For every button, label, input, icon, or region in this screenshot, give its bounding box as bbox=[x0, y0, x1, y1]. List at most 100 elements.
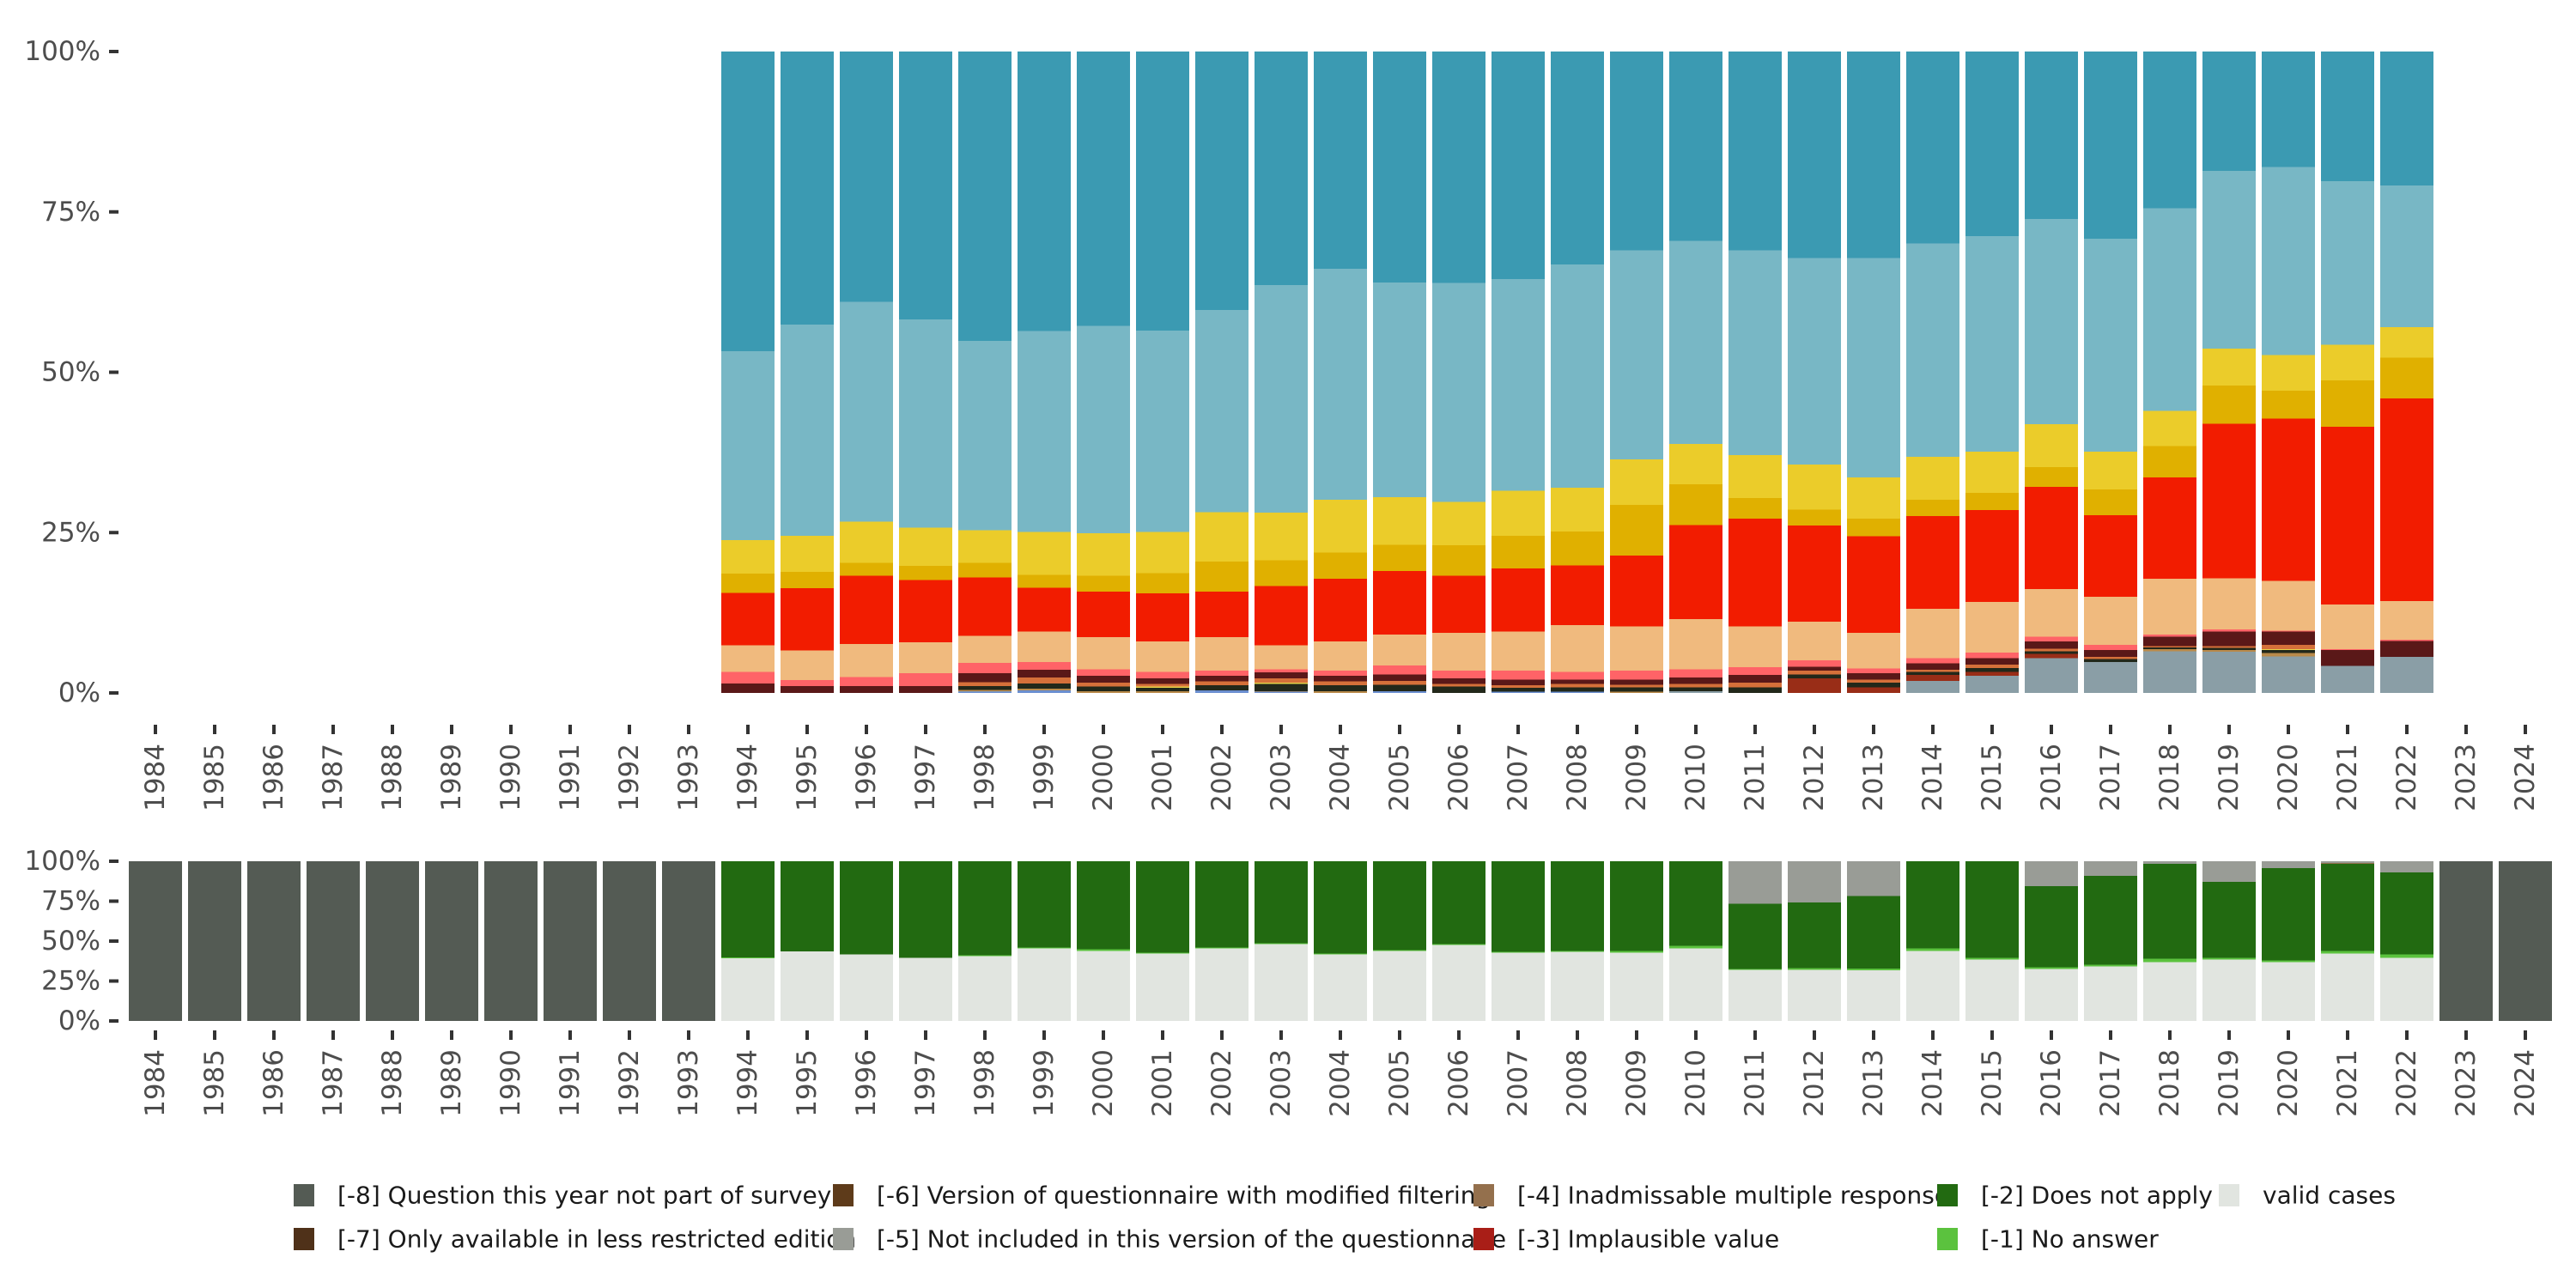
bar-2013 bbox=[1847, 52, 1900, 693]
x-tick-label: 1988 bbox=[377, 744, 408, 811]
bar-segment-orange bbox=[1906, 670, 1959, 672]
bar-2020 bbox=[2262, 861, 2315, 1021]
bar-segment-m2 bbox=[1077, 861, 1130, 950]
bar-segment-greyblue bbox=[2262, 656, 2315, 693]
legend-swatch bbox=[2219, 1184, 2239, 1206]
bar-segment-lightblue bbox=[1432, 283, 1485, 502]
bar-segment-m1 bbox=[1314, 953, 1367, 955]
bar-segment-orange bbox=[2025, 648, 2078, 652]
bar-segment-valid bbox=[2202, 959, 2256, 1021]
legend-item-m5: [-5] Not included in this version of the… bbox=[833, 1225, 1506, 1254]
bar-2024 bbox=[2499, 861, 2552, 1021]
bar-segment-m2 bbox=[2321, 863, 2374, 951]
bar-segment-pink bbox=[1788, 659, 1841, 667]
bar-segment-maroon bbox=[1195, 675, 1249, 682]
bar-segment-orange bbox=[2143, 646, 2196, 647]
bar-2022 bbox=[2380, 52, 2433, 693]
bar-segment-valid bbox=[721, 957, 775, 1021]
x-tick-label: 1986 bbox=[258, 744, 289, 811]
bar-segment-peach bbox=[1432, 632, 1485, 671]
x-tick-label: 1998 bbox=[969, 1049, 1000, 1117]
bar-segment-m2 bbox=[899, 861, 952, 958]
bar-segment-peach bbox=[2143, 579, 2196, 635]
bar-segment-m5 bbox=[2143, 861, 2196, 864]
bar-segment-lightblue bbox=[1610, 250, 1663, 460]
bar-segment-yellow bbox=[2262, 355, 2315, 392]
bar-segment-greyblue bbox=[1965, 675, 2019, 693]
bar-segment-orange bbox=[1373, 680, 1426, 685]
legend-label: [-2] Does not apply bbox=[1981, 1182, 2213, 1210]
bar-segment-pink bbox=[1492, 670, 1545, 680]
bar-segment-peach bbox=[1314, 641, 1367, 671]
bar-segment-teal bbox=[2084, 52, 2137, 240]
bar-segment-m5 bbox=[2262, 861, 2315, 868]
bar-segment-yellow bbox=[1018, 532, 1071, 575]
bar-segment-peach bbox=[1136, 641, 1189, 672]
bar-segment-m5 bbox=[1728, 861, 1782, 904]
x-tick-label: 1999 bbox=[1029, 1049, 1060, 1117]
bar-segment-darkyellow bbox=[1373, 544, 1426, 572]
bar-segment-maroon bbox=[1610, 679, 1663, 685]
bar-segment-red bbox=[1373, 571, 1426, 635]
bar-segment-maroon bbox=[2025, 641, 2078, 649]
x-tick-label: 1984 bbox=[140, 744, 171, 811]
x-tick-label: 1997 bbox=[910, 744, 941, 811]
bar-segment-maroon bbox=[1492, 679, 1545, 686]
bar-segment-yellow bbox=[2143, 410, 2196, 447]
legend-label: [-1] No answer bbox=[1981, 1225, 2159, 1254]
bar-2023 bbox=[2439, 861, 2493, 1021]
bar-segment-teal bbox=[958, 52, 1012, 341]
bar-segment-valid bbox=[2025, 969, 2078, 1021]
bar-segment-red bbox=[1314, 579, 1367, 642]
bar-segment-maroon bbox=[2380, 641, 2433, 658]
x-tick-label: 1988 bbox=[377, 1049, 408, 1117]
bar-segment-yellow bbox=[1373, 497, 1426, 545]
bar-segment-pink bbox=[1728, 667, 1782, 676]
bar-2004 bbox=[1314, 52, 1367, 693]
bar-segment-peach bbox=[2380, 601, 2433, 640]
top-plot-distribution: 0% 25% 50% 75% 100% 1984 1985 1986 1987 1988 1989… bbox=[24, 36, 2541, 811]
x-tick-label: 2024 bbox=[2510, 744, 2541, 811]
bar-segment-m1 bbox=[1788, 968, 1841, 970]
bar-segment-lightblue bbox=[1492, 279, 1545, 491]
bar-2019 bbox=[2202, 861, 2256, 1021]
bar-segment-m5 bbox=[2025, 861, 2078, 886]
bar-segment-pink bbox=[1255, 669, 1308, 673]
bar-segment-darkolive bbox=[1018, 683, 1071, 689]
bar-segment-red bbox=[2143, 477, 2196, 580]
bar-segment-lightblue bbox=[1788, 258, 1841, 465]
bar-segment-teal bbox=[1018, 52, 1071, 331]
legend-label: valid cases bbox=[2263, 1182, 2396, 1210]
bar-segment-red bbox=[1610, 556, 1663, 627]
bar-segment-maroon bbox=[1669, 677, 1722, 684]
bar-segment-teal bbox=[1492, 52, 1545, 280]
bar-segment-pink bbox=[1906, 658, 1959, 664]
bar-segment-orange bbox=[1255, 677, 1308, 683]
bar-segment-darkolive bbox=[2202, 647, 2256, 650]
bar-segment-teal bbox=[2143, 52, 2196, 209]
bar-segment-greyblue bbox=[2202, 652, 2256, 693]
bar-segment-peach bbox=[2025, 588, 2078, 637]
bar-segment-yellow bbox=[1669, 444, 1722, 485]
x-tick-label: 2020 bbox=[2273, 744, 2304, 811]
bar-segment-peach bbox=[1728, 626, 1782, 668]
bar-segment-teal bbox=[1610, 52, 1663, 251]
x-tick-label: 2010 bbox=[1680, 1049, 1711, 1117]
bar-segment-tan bbox=[1018, 688, 1071, 691]
bar-segment-red bbox=[1018, 587, 1071, 632]
bar-segment-maroon bbox=[2084, 649, 2137, 658]
bar-segment-m5 bbox=[1847, 861, 1900, 896]
bar-segment-m8 bbox=[366, 861, 419, 1021]
bar-segment-m2 bbox=[2143, 863, 2196, 959]
bar-segment-darkolive bbox=[1847, 683, 1900, 688]
bar-segment-peach bbox=[1610, 626, 1663, 671]
x-tick-label: 2011 bbox=[1740, 1049, 1771, 1117]
bar-segment-red bbox=[1728, 518, 1782, 627]
bar-segment-m4 bbox=[2321, 863, 2374, 864]
bar-2013 bbox=[1847, 861, 1900, 1021]
bar-segment-red bbox=[2321, 426, 2374, 605]
bar-segment-peach bbox=[1847, 632, 1900, 669]
bar-segment-valid bbox=[1788, 969, 1841, 1021]
bar-segment-peach bbox=[840, 644, 893, 677]
bar-2005 bbox=[1373, 861, 1426, 1021]
